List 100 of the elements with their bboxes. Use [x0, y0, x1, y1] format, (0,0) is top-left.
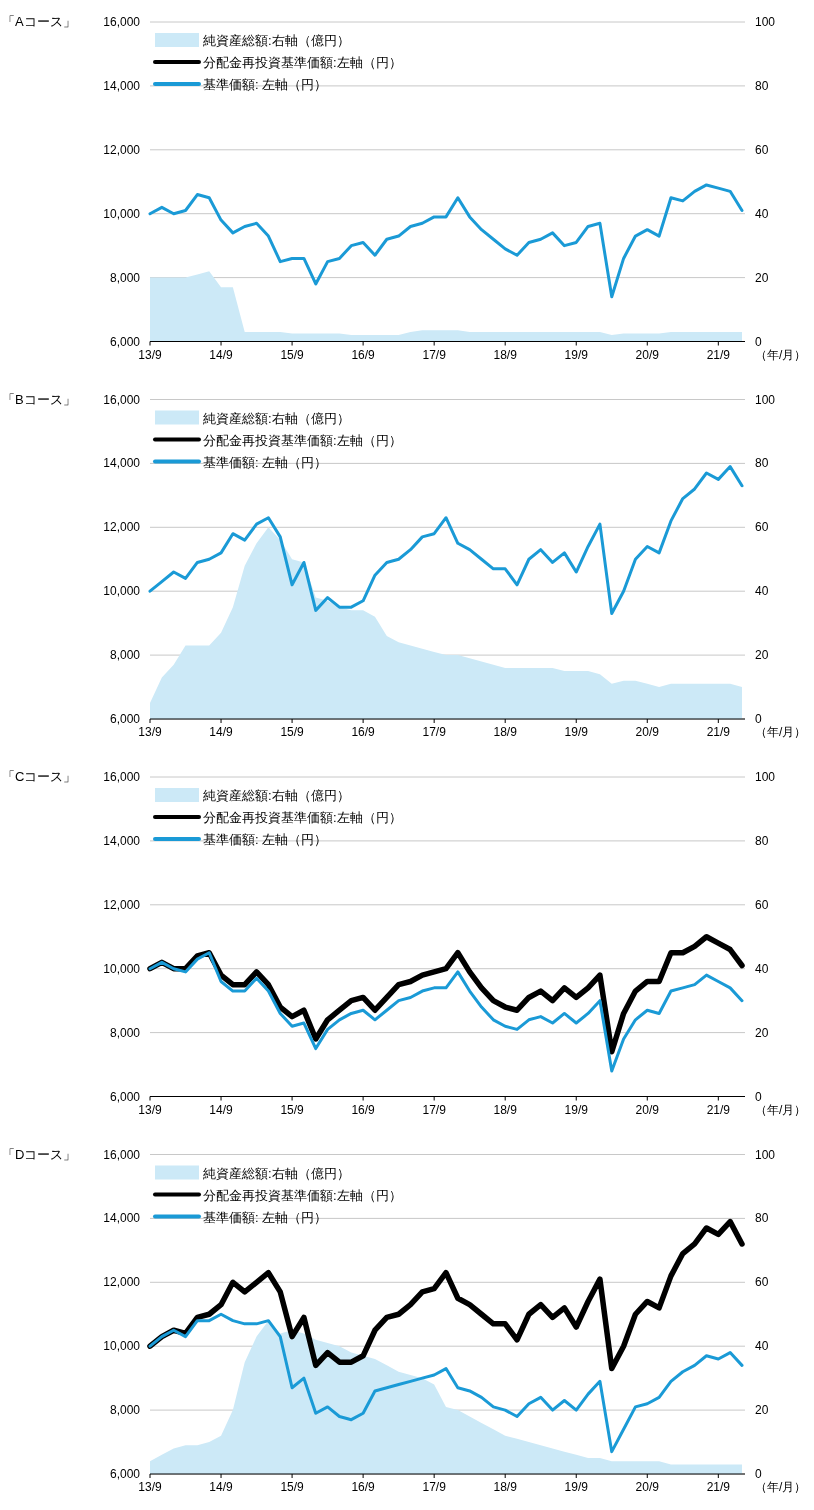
y2-tick-label: 40	[755, 1339, 769, 1354]
x-tick-label: 18/9	[493, 725, 518, 739]
legend-label: 分配金再投資基準価額:左軸（円）	[203, 432, 402, 448]
y2-tick-label: 20	[755, 1403, 769, 1418]
legend-label: 純資産総額:右軸（億円）	[203, 410, 350, 426]
y2-tick-label: 0	[755, 334, 762, 349]
y-tick-label: 12,000	[103, 520, 141, 535]
text: 「Cコース」	[2, 769, 77, 784]
x-tick-label: 21/9	[706, 725, 731, 739]
legend-label: 純資産総額:右軸（億円）	[203, 1165, 350, 1181]
x-tick-label: 13/9	[138, 1480, 162, 1494]
legend-label: 基準価額: 左軸（円）	[203, 832, 328, 847]
legend-label: 分配金再投資基準価額:左軸（円）	[203, 55, 402, 70]
line-series	[148, 1312, 744, 1454]
y2-tick-label: 20	[755, 270, 769, 285]
line-series	[148, 951, 744, 1073]
line-series	[148, 183, 744, 299]
y2-tick-label: 40	[755, 206, 769, 221]
y2-tick-label: 0	[755, 712, 762, 726]
y-tick-label: 8,000	[109, 1403, 141, 1418]
x-axis-title: （年/月）	[755, 1480, 807, 1494]
x-tick-label: 20/9	[635, 1102, 660, 1117]
x-tick-label: 18/9	[493, 1102, 518, 1117]
legend-label: 基準価額: 左軸（円）	[203, 1209, 328, 1225]
y2-tick-label: 100	[755, 1147, 776, 1162]
y2-tick-label: 60	[755, 1275, 769, 1290]
y2-tick-label: 80	[755, 1211, 769, 1226]
x-tick-label: 16/9	[351, 725, 376, 739]
legend-label: 分配金再投資基準価額:左軸（円）	[203, 1187, 402, 1203]
x-tick-label: 16/9	[351, 347, 376, 362]
x-tick-label: 17/9	[422, 1480, 447, 1494]
x-tick-label: 19/9	[564, 347, 589, 362]
y2-tick-label: 60	[755, 520, 769, 535]
legend-label: 純資産総額:右軸（億円）	[203, 788, 350, 803]
legend-label: 基準価額: 左軸（円）	[203, 77, 328, 92]
x-tick-label: 17/9	[422, 1102, 447, 1117]
x-tick-label: 14/9	[209, 725, 234, 739]
y-tick-label: 16,000	[103, 770, 141, 784]
y-tick-label: 10,000	[103, 206, 141, 221]
x-tick-label: 13/9	[138, 1102, 162, 1117]
x-tick-label: 19/9	[564, 725, 589, 739]
x-tick-label: 19/9	[564, 1102, 589, 1117]
y-tick-label: 10,000	[103, 1339, 141, 1354]
x-axis-title: （年/月）	[755, 1102, 807, 1117]
legend-label: 純資産総額:右軸（億円）	[203, 33, 350, 48]
x-axis-title: （年/月）	[755, 725, 807, 739]
x-tick-label: 18/9	[493, 347, 518, 362]
x-tick-label: 14/9	[209, 347, 234, 362]
y2-tick-label: 60	[755, 897, 769, 912]
x-tick-label: 15/9	[280, 1102, 305, 1117]
x-tick-label: 15/9	[280, 1480, 305, 1494]
x-tick-label: 14/9	[209, 1480, 234, 1494]
x-tick-label: 21/9	[706, 347, 731, 362]
x-tick-label: 14/9	[209, 1102, 234, 1117]
x-tick-label: 19/9	[564, 1480, 589, 1494]
y-tick-label: 12,000	[103, 1275, 141, 1290]
y2-tick-label: 40	[755, 961, 769, 976]
x-tick-label: 20/9	[635, 1480, 660, 1494]
text: 「Dコース」	[2, 1146, 77, 1162]
y-tick-label: 6,000	[109, 334, 141, 349]
y-tick-label: 6,000	[109, 1089, 141, 1104]
text: 「Aコース」	[2, 14, 76, 29]
y2-tick-label: 100	[755, 770, 776, 784]
y2-tick-label: 80	[755, 833, 769, 848]
legend-label: 分配金再投資基準価額:左軸（円）	[203, 810, 402, 825]
y2-tick-label: 20	[755, 1025, 769, 1040]
x-tick-label: 21/9	[706, 1102, 731, 1117]
y2-tick-label: 60	[755, 142, 769, 157]
x-tick-label: 17/9	[422, 347, 447, 362]
y2-tick-label: 40	[755, 584, 769, 599]
x-tick-label: 16/9	[351, 1480, 376, 1494]
x-tick-label: 15/9	[280, 347, 305, 362]
x-tick-label: 20/9	[635, 725, 660, 739]
y-tick-label: 14,000	[103, 456, 141, 471]
x-tick-label: 20/9	[635, 347, 660, 362]
x-tick-label: 17/9	[422, 725, 447, 739]
y2-tick-label: 0	[755, 1467, 762, 1481]
y-tick-label: 12,000	[103, 142, 141, 157]
y-tick-label: 6,000	[109, 1467, 141, 1481]
x-tick-label: 13/9	[138, 725, 162, 739]
x-tick-label: 18/9	[493, 1480, 518, 1494]
y-tick-label: 10,000	[103, 961, 141, 976]
x-tick-label: 15/9	[280, 725, 305, 739]
x-tick-label: 21/9	[706, 1480, 731, 1494]
y-tick-label: 10,000	[103, 584, 141, 599]
y2-tick-label: 80	[755, 456, 769, 471]
y-tick-label: 16,000	[103, 392, 141, 407]
y-tick-label: 12,000	[103, 897, 141, 912]
y2-tick-label: 0	[755, 1089, 762, 1104]
y2-tick-label: 20	[755, 648, 769, 663]
y-tick-label: 6,000	[109, 712, 141, 726]
y2-tick-label: 80	[755, 78, 769, 93]
y-tick-label: 8,000	[109, 270, 141, 285]
x-axis-title: （年/月）	[755, 347, 807, 362]
x-tick-label: 13/9	[138, 347, 162, 362]
y2-tick-label: 100	[755, 15, 776, 29]
legend-label: 基準価額: 左軸（円）	[203, 454, 328, 470]
text: 「Bコース」	[2, 391, 76, 407]
y-tick-label: 16,000	[103, 15, 141, 29]
y-tick-label: 8,000	[109, 1025, 141, 1040]
